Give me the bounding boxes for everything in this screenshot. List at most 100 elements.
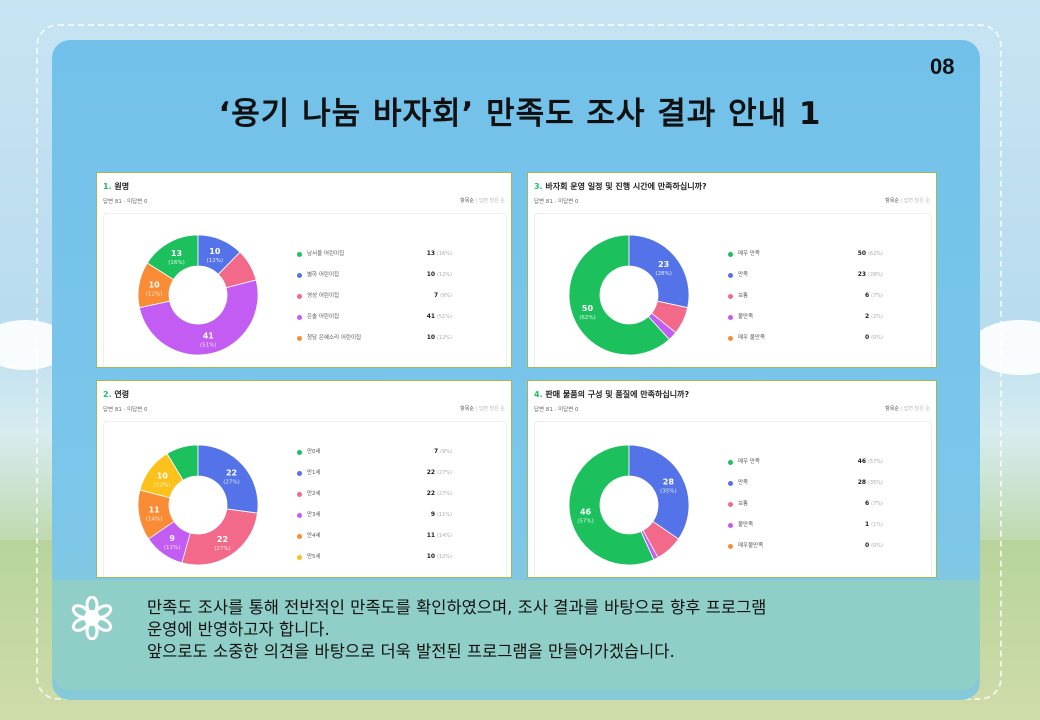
sort-by-most-button[interactable]: 답변 많은 순 bbox=[903, 406, 930, 412]
donut-chart: 22 (27%) 22 (27%) 9 (11%) 11 (14%) 10 (12%) bbox=[137, 444, 259, 566]
legend-value: 50 (62%) bbox=[823, 250, 883, 258]
response-count: 답변 81 · 미답변 0 bbox=[534, 197, 579, 205]
unanswered-count: 미답변 0 bbox=[127, 407, 148, 413]
legend-label: 매우 만족 bbox=[738, 251, 760, 257]
legend-value: 28 (35%) bbox=[823, 479, 883, 487]
legend-color-dot bbox=[297, 554, 302, 560]
slice-percent-label: (27%) bbox=[214, 546, 231, 552]
chart-area bbox=[534, 213, 932, 367]
sort-by-item-button[interactable]: 항목순 bbox=[885, 198, 899, 204]
legend-color-dot bbox=[297, 293, 302, 299]
sort-by-item-button[interactable]: 항목순 bbox=[460, 406, 474, 412]
survey-chart-card: 2. 연령 답변 81 · 미답변 0 항목순 | 답변 많은 순 22 (27%… bbox=[96, 380, 512, 578]
question-title: 4. 판매 물품의 구성 및 품질에 만족하십니까? bbox=[534, 389, 689, 400]
legend-percent: (9%) bbox=[440, 449, 452, 455]
legend-percent: (12%) bbox=[436, 554, 452, 560]
legend-value: 11 (14%) bbox=[392, 532, 452, 540]
legend-label: 매우 불만족 bbox=[738, 335, 766, 341]
slice-value-label: 10 bbox=[149, 280, 161, 289]
question-title: 3. 바자회 운영 일정 및 진행 시간에 만족하십니까? bbox=[534, 181, 707, 192]
slice-value-label: 22 bbox=[226, 469, 237, 478]
sort-by-most-button[interactable]: 답변 많은 순 bbox=[478, 198, 505, 204]
slice-percent-label: (27%) bbox=[223, 480, 240, 486]
legend-item: 청담 은혜소리 어린이집 10 (12%) bbox=[297, 334, 452, 342]
legend-color-dot bbox=[728, 480, 733, 486]
slice-percent-label: (11%) bbox=[164, 545, 181, 551]
legend-value: 0 (0%) bbox=[823, 334, 883, 342]
legend-percent: (12%) bbox=[436, 335, 452, 341]
slice-percent-label: (62%) bbox=[579, 315, 596, 321]
legend-color-dot bbox=[728, 543, 733, 549]
response-count: 답변 81 · 미답변 0 bbox=[534, 405, 579, 413]
legend-value: 46 (57%) bbox=[823, 458, 883, 466]
footer-line: 앞으로도 소중한 의견을 바탕으로 더욱 발전된 프로그램을 만들어가겠습니다. bbox=[147, 642, 675, 661]
legend-label: 만5세 bbox=[307, 554, 321, 560]
legend-color-dot bbox=[297, 491, 302, 497]
sort-by-item-button[interactable]: 항목순 bbox=[460, 198, 474, 204]
legend-label: 매우 만족 bbox=[738, 459, 760, 465]
legend-percent: (35%) bbox=[867, 480, 883, 486]
legend-label: 만4세 bbox=[307, 533, 321, 539]
legend-label: 만1세 bbox=[307, 470, 321, 476]
sort-by-item-button[interactable]: 항목순 bbox=[885, 406, 899, 412]
slice-value-label: 9 bbox=[169, 534, 175, 543]
slice-value-label: 41 bbox=[203, 331, 215, 340]
survey-chart-card: 3. 바자회 운영 일정 및 진행 시간에 만족하십니까? 답변 81 · 미답… bbox=[527, 172, 937, 368]
legend-percent: (14%) bbox=[436, 533, 452, 539]
legend-value: 13 (16%) bbox=[392, 250, 452, 258]
legend-value: 22 (27%) bbox=[392, 490, 452, 498]
sort-by-most-button[interactable]: 답변 많은 순 bbox=[478, 406, 505, 412]
legend-percent: (28%) bbox=[867, 272, 883, 278]
legend-value: 6 (7%) bbox=[823, 292, 883, 300]
donut-chart: 13 (16%) 10 (12%) 41 (51%) 10 (12%) bbox=[137, 234, 259, 356]
legend-color-dot bbox=[728, 501, 733, 507]
legend-color-dot bbox=[297, 251, 302, 257]
sort-by-most-button[interactable]: 답변 많은 순 bbox=[903, 198, 930, 204]
legend-count: 50 bbox=[857, 250, 867, 257]
legend-count: 23 bbox=[857, 271, 867, 278]
footer-band bbox=[52, 580, 980, 690]
separator: · bbox=[123, 407, 126, 413]
answered-count: 답변 81 bbox=[103, 407, 122, 413]
donut-slice bbox=[628, 234, 690, 309]
legend-label: 만3세 bbox=[307, 512, 321, 518]
donut-slice bbox=[139, 453, 184, 499]
divider: | bbox=[475, 406, 478, 412]
slice-value-label: 11 bbox=[149, 506, 161, 515]
slice-value-label: 28 bbox=[663, 477, 675, 486]
legend-color-dot bbox=[728, 251, 733, 257]
legend-value: 23 (28%) bbox=[823, 271, 883, 279]
legend-count: 9 bbox=[430, 511, 436, 518]
legend-label: 별하 어린이집 bbox=[307, 272, 340, 278]
slice-value-label: 13 bbox=[171, 249, 182, 258]
legend-value: 7 (9%) bbox=[392, 448, 452, 456]
legend-item: 보통 6 (7%) bbox=[728, 292, 883, 300]
slice-percent-label: (12%) bbox=[207, 258, 224, 264]
legend-item: 만2세 22 (27%) bbox=[297, 490, 452, 498]
separator: · bbox=[123, 199, 126, 205]
legend-percent: (62%) bbox=[867, 251, 883, 257]
legend-value: 10 (12%) bbox=[392, 553, 452, 561]
legend-percent: (57%) bbox=[867, 459, 883, 465]
slice-percent-label: (35%) bbox=[660, 488, 677, 494]
question-title: 1. 원명 bbox=[103, 181, 129, 192]
legend-item: 매우 불만족 0 (0%) bbox=[728, 334, 883, 342]
chart-area bbox=[103, 213, 507, 367]
legend-item: 만0세 7 (9%) bbox=[297, 448, 452, 456]
page-number: 08 bbox=[930, 54, 955, 79]
legend-item: 별하 어린이집 10 (12%) bbox=[297, 271, 452, 279]
sort-options: 항목순 | 답변 많은 순 bbox=[460, 197, 505, 204]
legend-item: 영성 어린이집 7 (9%) bbox=[297, 292, 452, 300]
legend-value: 1 (1%) bbox=[823, 521, 883, 529]
legend-percent: (2%) bbox=[871, 314, 883, 320]
legend-percent: (1%) bbox=[871, 522, 883, 528]
question-number: 3. bbox=[534, 182, 543, 191]
legend-value: 22 (27%) bbox=[392, 469, 452, 477]
legend-item: 만4세 11 (14%) bbox=[297, 532, 452, 540]
survey-chart-card: 1. 원명 답변 81 · 미답변 0 항목순 | 답변 많은 순 13 (16%… bbox=[96, 172, 512, 368]
donut-slice bbox=[568, 444, 655, 566]
unanswered-count: 미답변 0 bbox=[127, 199, 148, 205]
legend-value: 10 (12%) bbox=[392, 334, 452, 342]
divider: | bbox=[900, 198, 903, 204]
slice-value-label: 23 bbox=[658, 260, 669, 269]
